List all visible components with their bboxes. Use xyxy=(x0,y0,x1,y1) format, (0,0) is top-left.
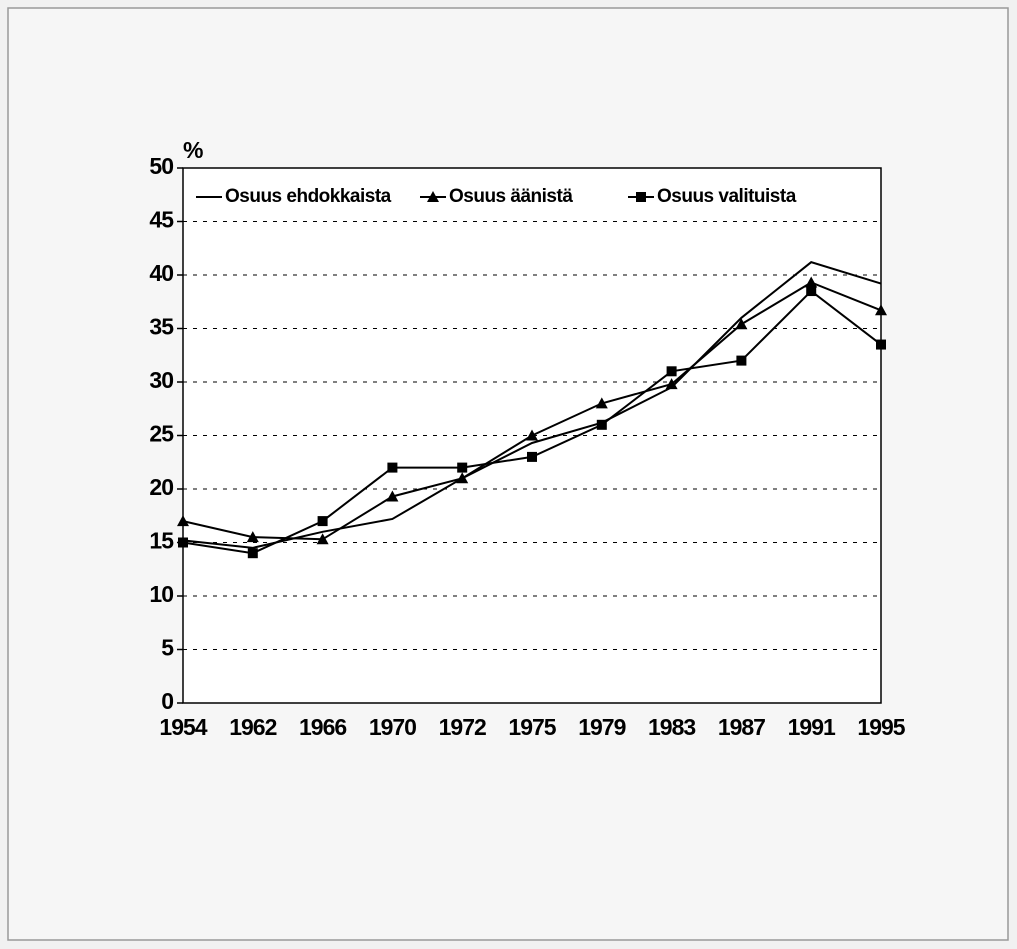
series-line xyxy=(182,261,882,549)
x-tick-label: 1972 xyxy=(439,714,486,740)
marker-triangle xyxy=(177,515,189,527)
marker-triangle xyxy=(875,304,887,316)
plot-border xyxy=(182,167,882,704)
marker-square xyxy=(596,419,607,430)
x-tick-label: 1995 xyxy=(857,714,905,740)
x-tick-label: 1987 xyxy=(718,714,765,740)
marker-triangle xyxy=(386,490,399,502)
y-tick-label: 35 xyxy=(149,314,174,340)
legend-label: Osuus valituista xyxy=(657,186,797,207)
x-tick-label: 1975 xyxy=(508,714,556,740)
x-tick-label: 1979 xyxy=(578,714,625,740)
x-tick-label: 1954 xyxy=(159,714,207,740)
marker-triangle xyxy=(595,397,608,409)
marker-square xyxy=(178,537,188,548)
y-tick-label: 5 xyxy=(161,635,174,661)
y-tick-label: 10 xyxy=(149,581,173,607)
y-tick-label: 0 xyxy=(161,688,173,714)
legend-label: Osuus äänistä xyxy=(449,186,573,207)
y-tick-label: 45 xyxy=(149,207,174,233)
y-tick-label: 15 xyxy=(149,528,174,554)
x-tick-label: 1962 xyxy=(229,714,276,740)
marker-square xyxy=(527,451,537,462)
y-tick-label: 20 xyxy=(149,474,173,500)
marker-triangle xyxy=(526,429,538,441)
marker-square xyxy=(457,462,468,473)
marker-square xyxy=(876,339,886,350)
marker-square xyxy=(666,366,677,377)
marker-square xyxy=(247,548,258,559)
x-tick-label: 1983 xyxy=(648,714,695,740)
y-axis-label: % xyxy=(183,137,203,163)
x-tick-label: 1991 xyxy=(788,714,836,740)
marker-square xyxy=(636,192,646,202)
marker-triangle xyxy=(735,318,748,330)
marker-square xyxy=(317,516,328,527)
marker-triangle xyxy=(805,276,818,288)
x-tick-label: 1966 xyxy=(299,714,346,740)
y-tick-label: 30 xyxy=(149,367,173,393)
marker-triangle xyxy=(456,472,469,484)
marker-triangle xyxy=(246,531,259,543)
y-tick-label: 40 xyxy=(149,260,173,286)
marker-square xyxy=(736,355,747,366)
marker-triangle xyxy=(427,191,439,202)
legend-label: Osuus ehdokkaista xyxy=(225,186,392,207)
marker-square xyxy=(387,462,398,473)
y-tick-label: 50 xyxy=(149,153,173,179)
x-tick-label: 1970 xyxy=(369,714,416,740)
marker-triangle xyxy=(316,533,329,545)
y-tick-label: 25 xyxy=(149,421,174,447)
marker-triangle xyxy=(665,378,678,390)
marker-square xyxy=(806,286,817,297)
